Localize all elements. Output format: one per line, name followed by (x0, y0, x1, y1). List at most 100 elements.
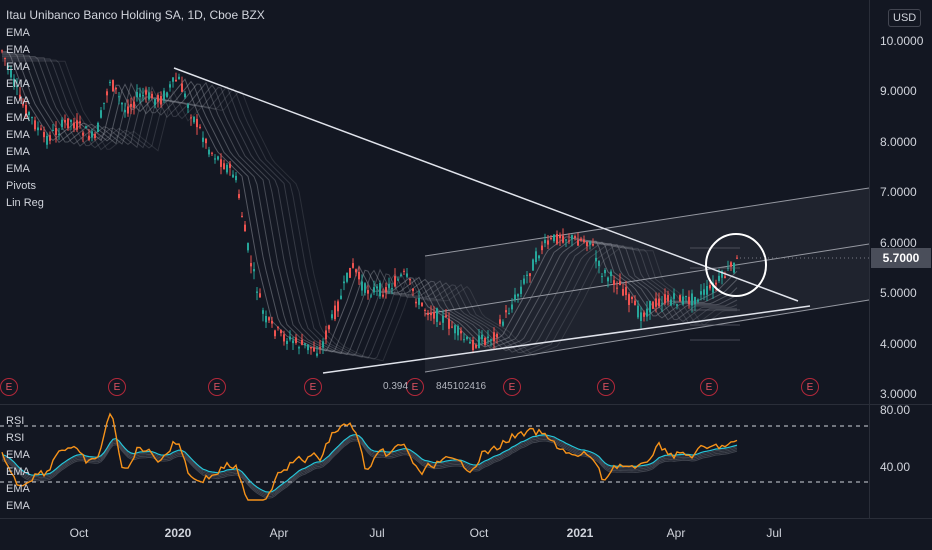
candle-body (208, 149, 210, 155)
candle-body (226, 164, 228, 173)
linreg-upper-line[interactable] (424, 187, 870, 257)
candle-body (394, 276, 396, 287)
earnings-marker[interactable]: E (700, 378, 718, 396)
candle-body (73, 122, 75, 129)
candle-body (31, 117, 33, 119)
candle-body (532, 259, 534, 271)
linreg-label-suffix: 845102416 (436, 381, 487, 392)
linreg-lower-line[interactable] (424, 299, 870, 373)
chart-title[interactable]: Itau Unibanco Banco Holding SA, 1D, Cboe… (6, 8, 265, 22)
indicator-rsi-1[interactable]: RSI (6, 415, 25, 427)
candle-body (94, 133, 96, 138)
candle-body (661, 303, 663, 305)
earnings-marker[interactable]: E (503, 378, 521, 396)
indicator-rsi-2[interactable]: RSI (6, 432, 25, 444)
indicator-ema-4[interactable]: EMA (6, 78, 30, 90)
indicator-ema-2[interactable]: EMA (6, 44, 30, 56)
candle-body (160, 96, 162, 105)
candle-body (415, 301, 417, 304)
earnings-marker[interactable]: E (406, 378, 424, 396)
candle-body (454, 325, 456, 334)
candle-body (142, 94, 144, 96)
candle-body (670, 299, 672, 306)
ema-line (2, 54, 738, 356)
candle-body (682, 296, 684, 305)
candle-body (103, 102, 105, 104)
indicator-ema-5[interactable]: EMA (6, 95, 30, 107)
candle-body (646, 308, 648, 317)
candle-body (244, 224, 246, 232)
candle-body (619, 281, 621, 286)
candle-body (37, 127, 39, 131)
earnings-marker[interactable]: E (0, 378, 18, 396)
indicator-ema-3[interactable]: EMA (6, 61, 30, 73)
candle-body (544, 239, 546, 244)
candle-body (565, 239, 567, 241)
indicator-rsi-ema-4[interactable]: EMA (6, 500, 30, 512)
indicator-pivots[interactable]: Pivots (6, 180, 36, 192)
candle-body (292, 340, 294, 344)
main-indicator-list: EMA EMA EMA EMA EMA EMA EMA EMA EMA Pivo… (6, 25, 44, 212)
earnings-marker[interactable]: E (208, 378, 226, 396)
candle-body (256, 291, 258, 293)
candle-body (115, 87, 117, 90)
earnings-marker[interactable]: E (108, 378, 126, 396)
candle-body (706, 286, 708, 295)
price-label: 7.0000 (880, 185, 917, 199)
earnings-marker[interactable]: E (597, 378, 615, 396)
indicator-ema-7[interactable]: EMA (6, 129, 30, 141)
candle-body (568, 240, 570, 242)
candle-body (472, 339, 474, 351)
rsi-axis-label: 40.00 (880, 460, 911, 474)
candle-body (664, 294, 666, 304)
candle-body (598, 260, 600, 267)
candle-body (199, 126, 201, 128)
linreg-mid-line[interactable] (424, 243, 870, 315)
candle-body (187, 104, 189, 108)
candle-body (70, 119, 72, 123)
indicator-rsi-ema-3[interactable]: EMA (6, 483, 30, 495)
ema-line (2, 56, 738, 357)
candle-body (175, 79, 177, 82)
candle-body (340, 295, 342, 299)
candle-body (418, 298, 420, 305)
indicator-ema-9[interactable]: EMA (6, 163, 30, 175)
indicator-rsi-ema-1[interactable]: EMA (6, 449, 30, 461)
candle-body (397, 279, 399, 281)
candle-body (673, 293, 675, 299)
earnings-marker[interactable]: E (801, 378, 819, 396)
candle-body (286, 340, 288, 344)
candle-body (268, 317, 270, 321)
indicator-ema-1[interactable]: EMA (6, 27, 30, 39)
candle-body (445, 315, 447, 317)
downtrend-line[interactable] (173, 67, 799, 302)
highlight-circle[interactable] (705, 233, 767, 297)
indicator-ema-8[interactable]: EMA (6, 146, 30, 158)
indicator-lin-reg[interactable]: Lin Reg (6, 197, 44, 209)
indicator-rsi-ema-2[interactable]: EMA (6, 466, 30, 478)
pane-divider[interactable] (0, 404, 932, 405)
candle-body (607, 277, 609, 282)
candle-body (169, 84, 171, 88)
support-trend-line[interactable] (322, 305, 811, 374)
candle-body (553, 234, 555, 242)
candle-body (211, 152, 213, 154)
candle-body (580, 238, 582, 241)
candle-body (319, 347, 321, 349)
candle-body (592, 243, 594, 246)
candle-body (400, 274, 402, 277)
price-label: 9.0000 (880, 84, 917, 98)
candle-body (85, 126, 87, 129)
candle-body (391, 288, 393, 290)
currency-button[interactable]: USD (888, 9, 922, 27)
time-label: Apr (666, 526, 686, 540)
indicator-ema-6[interactable]: EMA (6, 112, 30, 124)
candle-body (334, 305, 336, 320)
candle-body (517, 294, 519, 297)
candle-body (22, 103, 24, 106)
candle-body (676, 304, 678, 306)
candle-body (529, 273, 531, 277)
candle-body (478, 335, 480, 349)
earnings-marker[interactable]: E (304, 378, 322, 396)
